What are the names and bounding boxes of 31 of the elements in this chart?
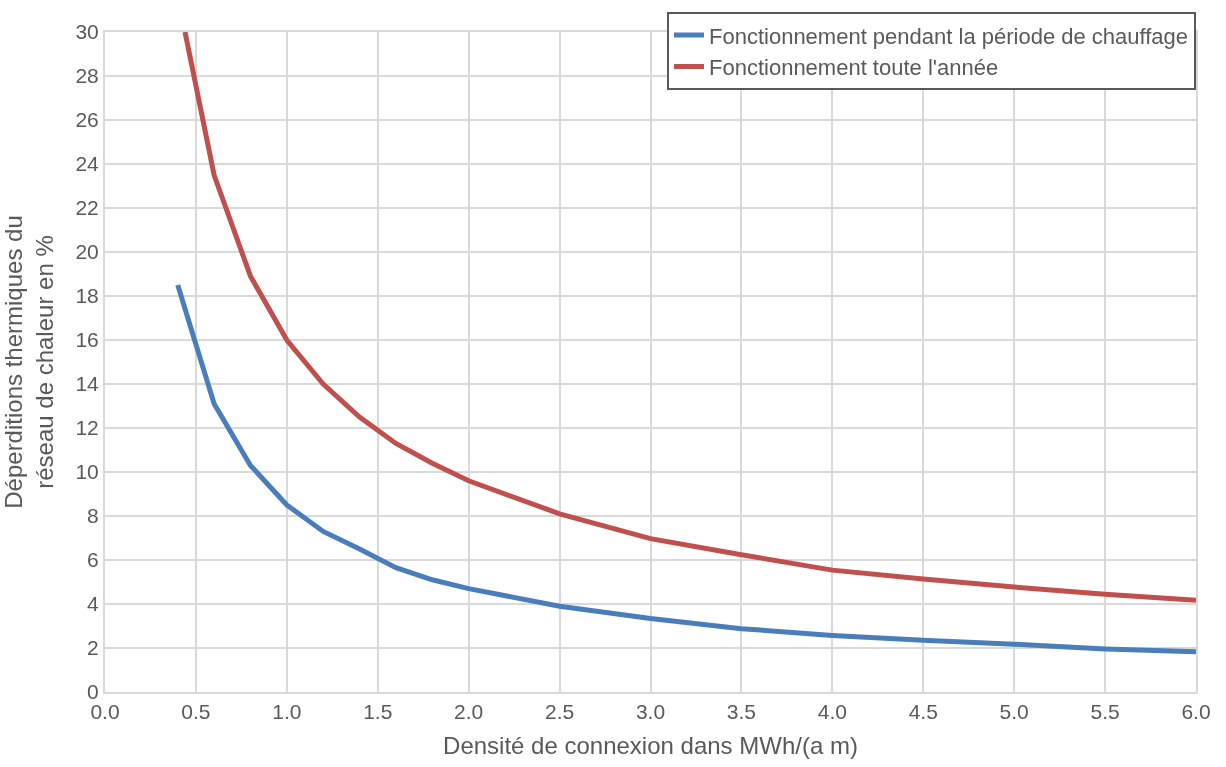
- y-tick-label: 6: [87, 548, 99, 572]
- y-tick-label: 20: [75, 240, 99, 264]
- legend-label: Fonctionnement pendant la période de chauffage: [709, 23, 1189, 49]
- x-tick-label: 3.0: [635, 700, 666, 724]
- x-tick-label: 3.5: [726, 700, 757, 724]
- x-tick-label: 2.0: [454, 700, 484, 724]
- x-tick-label: 1.0: [272, 700, 302, 724]
- x-tick-label: 5.0: [999, 700, 1029, 724]
- y-tick-label: 2: [87, 636, 99, 660]
- y-tick-label: 22: [75, 196, 99, 220]
- x-tick-label: 4.0: [817, 700, 847, 724]
- x-axis-title: Densité de connexion dans MWh/(a m): [443, 732, 858, 759]
- x-tick-label: 0.5: [181, 700, 211, 724]
- y-tick-label: 18: [75, 284, 99, 308]
- y-tick-label: 28: [75, 64, 99, 88]
- y-tick-label: 30: [75, 20, 99, 44]
- y-tick-label: 4: [87, 592, 100, 616]
- x-tick-label: 4.5: [908, 700, 938, 724]
- y-tick-label: 10: [75, 460, 99, 484]
- y-tick-label: 24: [75, 152, 100, 176]
- x-tick-label: 6.0: [1181, 700, 1211, 724]
- y-tick-label: 26: [75, 108, 99, 132]
- y-tick-label: 16: [75, 328, 99, 352]
- y-tick-label: 8: [87, 504, 99, 528]
- legend-label: Fonctionnement toute l'année: [709, 55, 999, 81]
- x-tick-label: 1.5: [363, 700, 393, 724]
- y-axis-title: Déperditions thermiques du réseau de chaleur en %: [0, 215, 59, 509]
- x-tick-label: 2.5: [544, 700, 575, 724]
- y-tick-label: 12: [75, 416, 99, 440]
- y-tick-label: 14: [75, 372, 100, 396]
- x-tick-label: 5.5: [1090, 700, 1120, 724]
